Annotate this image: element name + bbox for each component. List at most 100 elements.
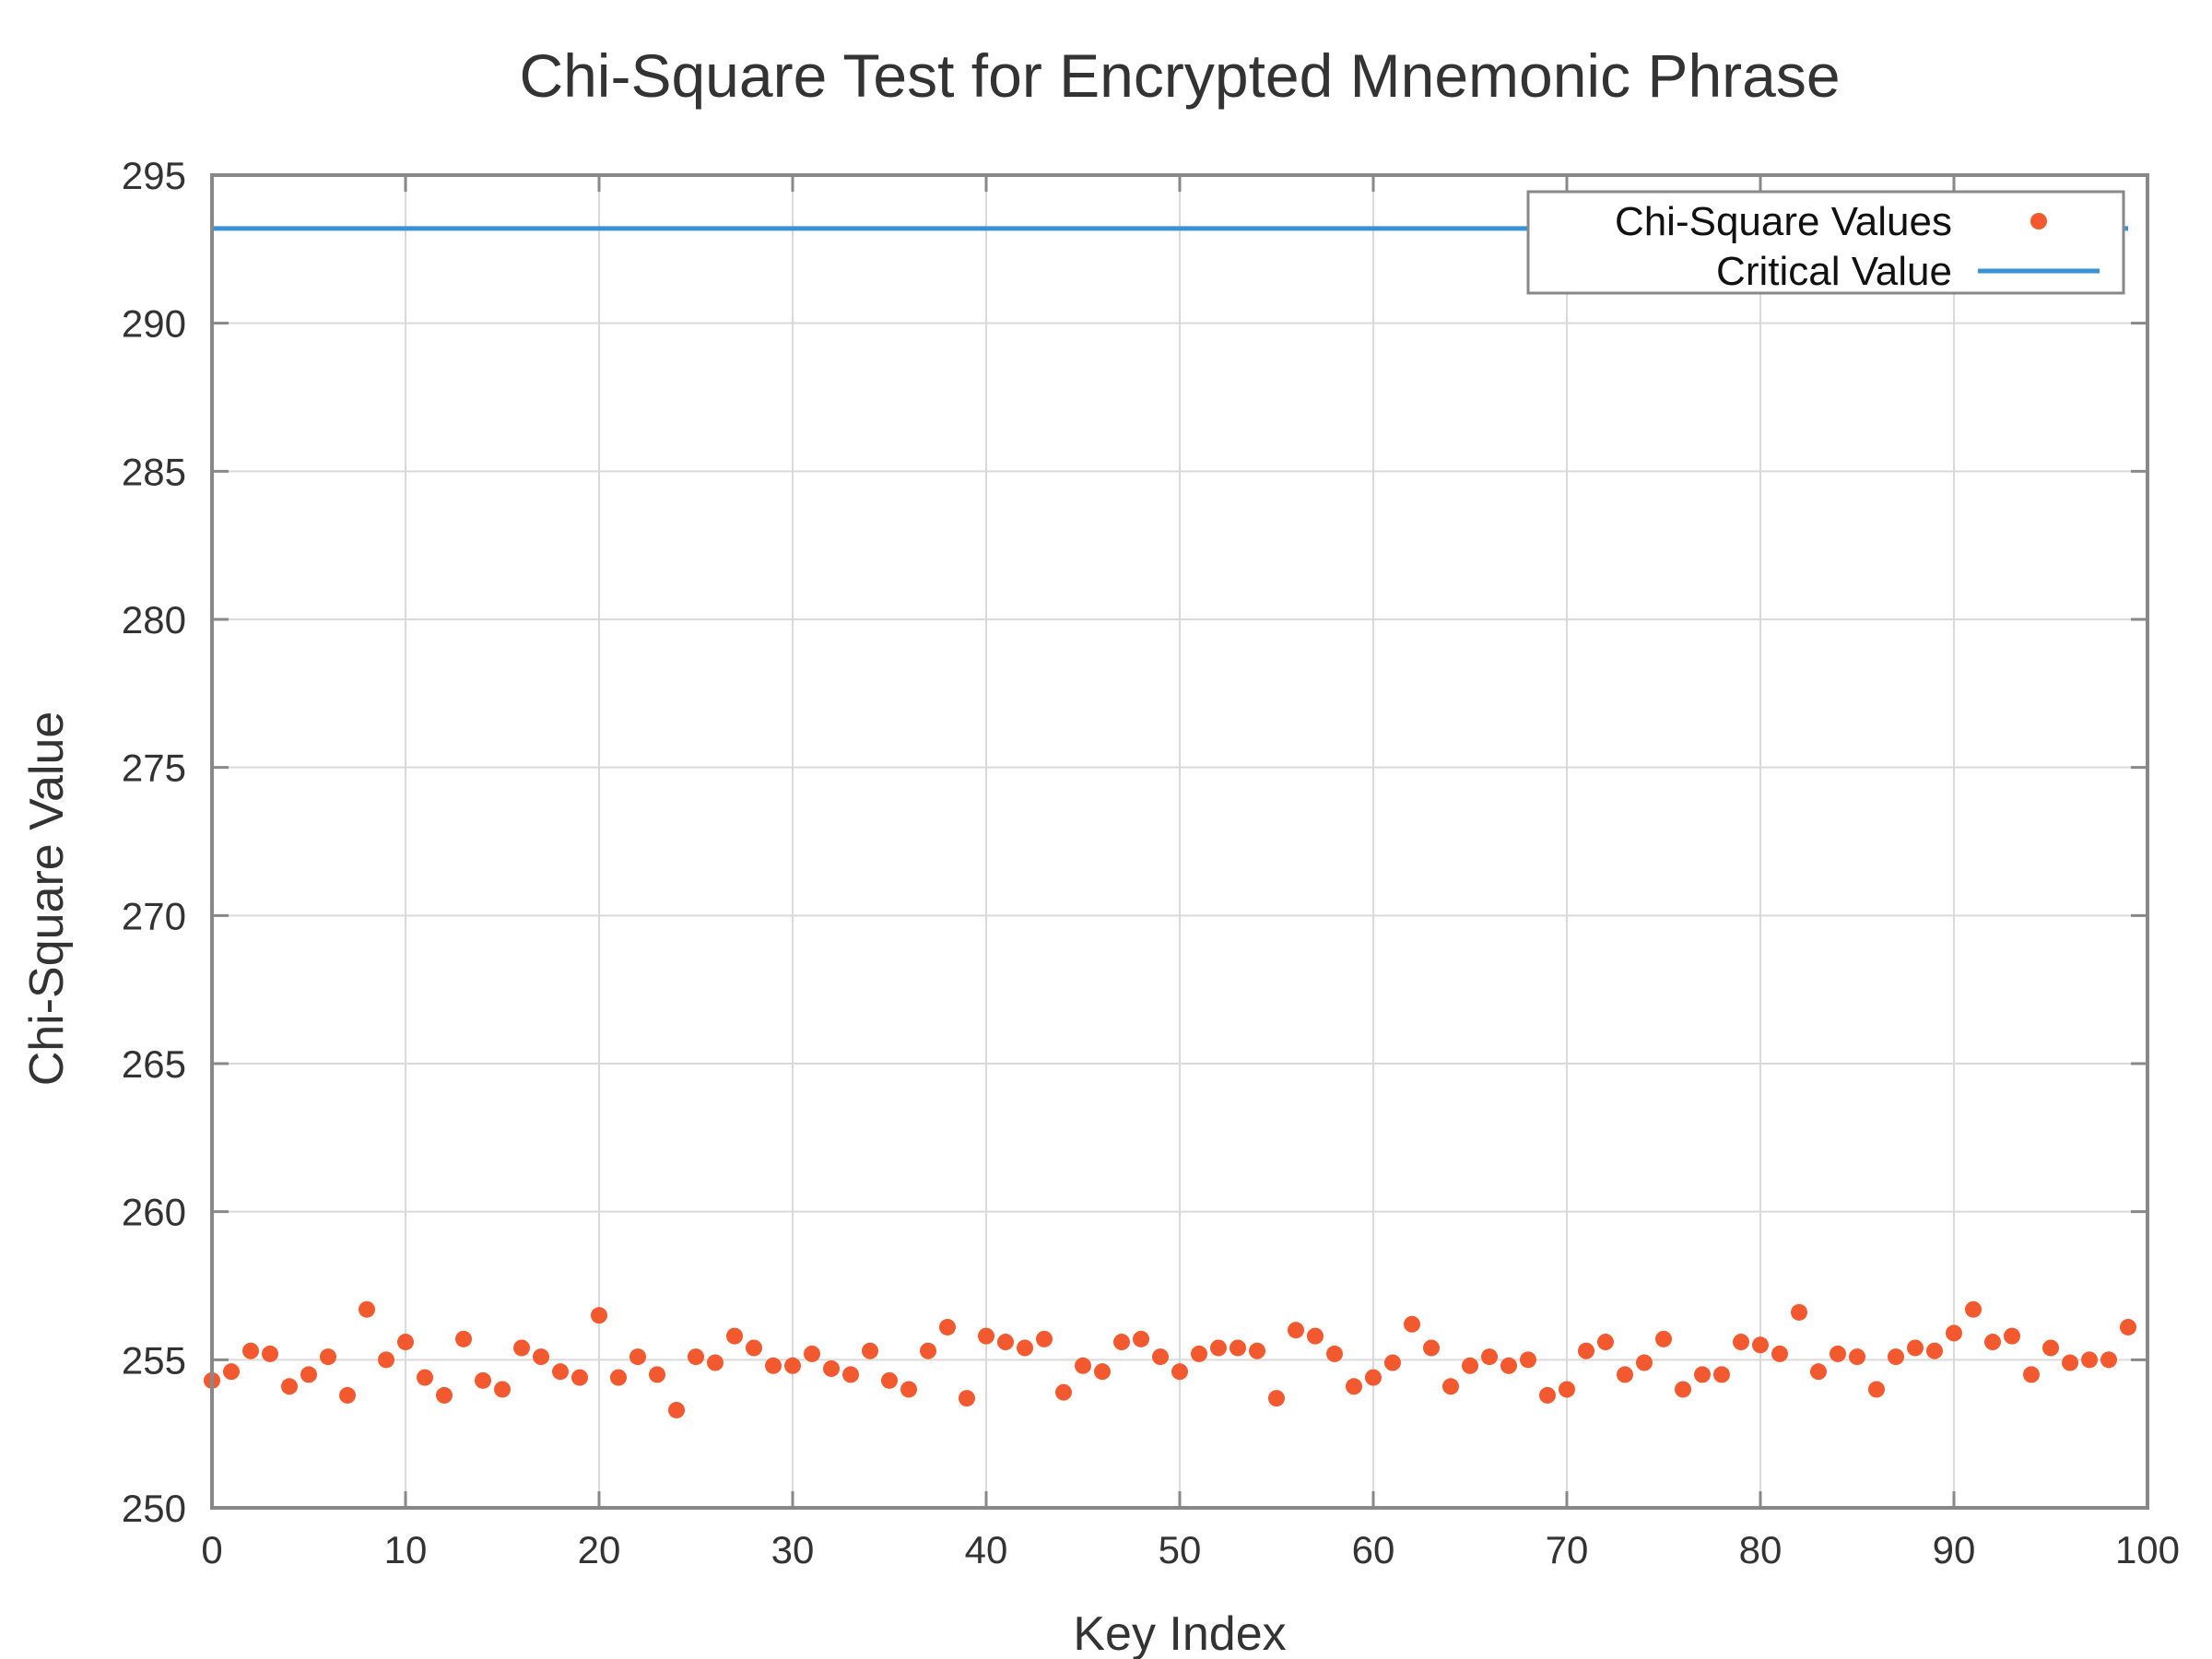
chi-square-point: [1268, 1390, 1285, 1407]
chart-title: Chi-Square Test for Encrypted Mnemonic P…: [519, 41, 1840, 110]
x-tick-label: 90: [1933, 1528, 1976, 1571]
y-tick-label: 255: [122, 1338, 186, 1382]
y-axis-label: Chi-Square Value: [20, 712, 74, 1087]
x-tick-label: 80: [1739, 1528, 1783, 1571]
chi-square-point: [591, 1307, 607, 1324]
chi-square-point: [823, 1359, 840, 1377]
chi-square-point: [1404, 1315, 1420, 1333]
chi-square-point: [1423, 1339, 1440, 1357]
chi-square-point: [1752, 1336, 1769, 1354]
x-tick-label: 60: [1352, 1528, 1395, 1571]
x-tick-label: 30: [771, 1528, 815, 1571]
y-tick-label: 275: [122, 747, 186, 790]
chi-square-point: [1326, 1345, 1343, 1362]
chi-square-point: [939, 1318, 956, 1335]
legend-point-swatch: [2030, 213, 2047, 229]
chi-square-point: [1694, 1366, 1711, 1383]
chi-square-point: [1965, 1300, 1982, 1318]
y-tick-label: 270: [122, 894, 186, 937]
chi-square-point: [862, 1342, 878, 1359]
chi-square-point: [378, 1351, 394, 1369]
chi-square-point: [1191, 1345, 1207, 1362]
chi-square-point: [281, 1378, 298, 1395]
x-tick-label: 70: [1546, 1528, 1589, 1571]
chi-square-point: [1442, 1378, 1459, 1395]
chi-square-point: [533, 1348, 549, 1366]
plot-frame: [210, 173, 2149, 1510]
chi-square-point: [1055, 1383, 1072, 1401]
legend-label: Critical Value: [1716, 249, 1952, 294]
chi-square-point: [920, 1342, 936, 1359]
chi-square-point: [900, 1381, 917, 1398]
x-tick-label: 10: [384, 1528, 428, 1571]
legend-label: Chi-Square Values: [1615, 199, 1952, 244]
chi-square-point: [784, 1357, 801, 1374]
chi-square-point: [726, 1327, 743, 1345]
chi-square-point: [881, 1371, 898, 1389]
chi-square-point: [1133, 1330, 1149, 1347]
legend-box: [1526, 190, 2125, 295]
chi-square-point: [610, 1369, 627, 1386]
x-tick-label: 20: [578, 1528, 621, 1571]
chi-square-point: [1171, 1363, 1188, 1381]
chi-square-point: [1520, 1351, 1536, 1369]
chi-square-point: [649, 1366, 665, 1383]
chi-square-point: [1655, 1330, 1672, 1347]
chi-square-point: [223, 1363, 240, 1381]
chi-square-point: [1539, 1386, 1556, 1404]
chi-square-point: [552, 1363, 569, 1381]
chi-square-point: [1481, 1348, 1498, 1366]
chi-square-point: [1075, 1357, 1091, 1374]
chi-square-point: [765, 1357, 782, 1374]
chi-square-point: [668, 1401, 685, 1418]
chi-square-point: [1249, 1342, 1265, 1359]
x-tick-label: 40: [965, 1528, 1008, 1571]
chi-square-point: [1113, 1334, 1130, 1351]
x-axis-label: Key Index: [1073, 1607, 1286, 1659]
chi-square-point: [1636, 1354, 1653, 1371]
chi-square-point: [2100, 1351, 2117, 1369]
chi-square-point: [320, 1348, 336, 1366]
chi-square-point: [494, 1381, 511, 1398]
chi-square-point: [1907, 1339, 1924, 1357]
x-tick-label: 100: [2115, 1528, 2180, 1571]
chi-square-point: [1094, 1363, 1111, 1381]
chi-square-point: [1713, 1366, 1730, 1383]
y-tick-label: 280: [122, 598, 186, 641]
chi-square-point: [1346, 1378, 1362, 1395]
chi-square-point: [417, 1369, 433, 1386]
chi-square-point: [1617, 1366, 1633, 1383]
chi-square-point: [1365, 1369, 1382, 1386]
y-tick-label: 290: [122, 302, 186, 346]
chi-square-point: [2004, 1327, 2020, 1345]
chi-square-point: [2062, 1354, 2078, 1371]
chi-square-point: [629, 1348, 646, 1366]
x-tick-label: 50: [1159, 1528, 1202, 1571]
chi-square-point: [1926, 1342, 1943, 1359]
chi-square-point: [978, 1327, 994, 1345]
chi-square-point: [1017, 1339, 1033, 1357]
chi-square-point: [1868, 1381, 1885, 1398]
chi-square-point: [746, 1339, 762, 1357]
chi-square-point: [1810, 1363, 1827, 1381]
chi-square-point: [2081, 1351, 2098, 1369]
series-layer: [204, 226, 2136, 1418]
chi-square-point: [1888, 1348, 1904, 1366]
chi-square-point: [242, 1342, 259, 1359]
chi-square-point: [1791, 1303, 1807, 1321]
chi-square-point: [1984, 1334, 2001, 1351]
y-tick-label: 265: [122, 1042, 186, 1086]
chi-square-point: [707, 1354, 724, 1371]
y-tick-label: 250: [122, 1487, 186, 1530]
chi-square-point: [842, 1366, 859, 1383]
chi-square-point: [1288, 1322, 1304, 1339]
chi-square-point: [1559, 1381, 1575, 1398]
chi-square-point: [359, 1300, 375, 1318]
chi-square-point: [1152, 1348, 1169, 1366]
chi-square-point: [804, 1345, 820, 1362]
chi-square-point: [455, 1330, 472, 1347]
chi-square-point: [1675, 1381, 1691, 1398]
chi-square-point: [1578, 1342, 1594, 1359]
chi-square-point: [339, 1386, 356, 1404]
